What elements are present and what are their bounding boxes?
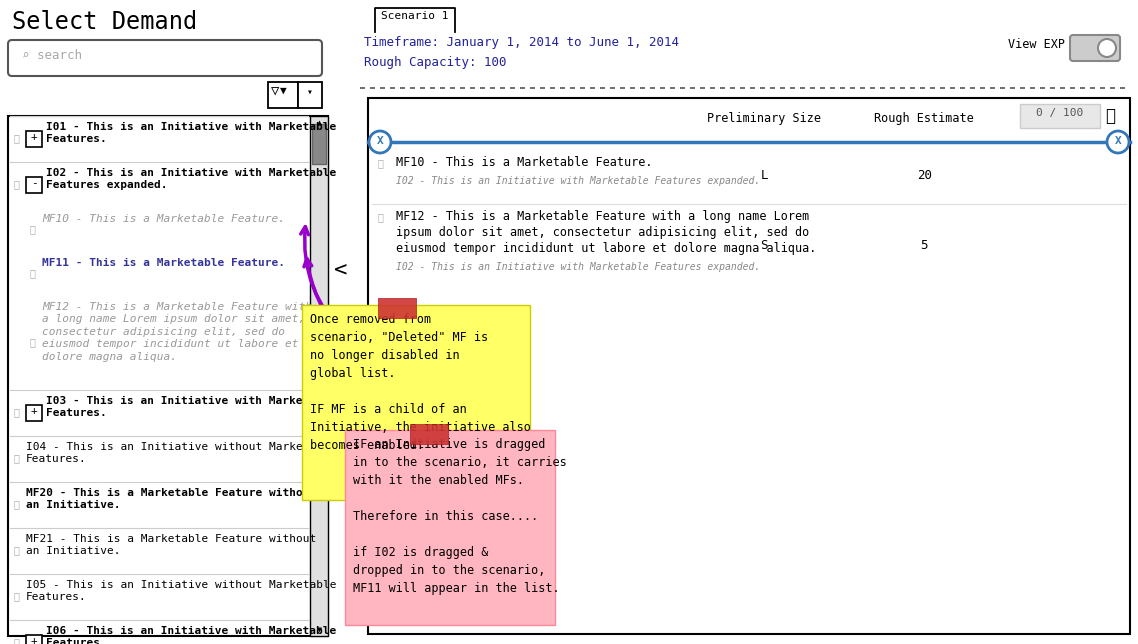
Text: MF12 - This is a Marketable Feature with
a long name Lorem ipsum dolor sit amet,: MF12 - This is a Marketable Feature with…: [42, 302, 312, 361]
Text: I04 - This is an Initiative without Marketable
Features.: I04 - This is an Initiative without Mark…: [26, 442, 337, 464]
FancyBboxPatch shape: [1070, 35, 1120, 61]
Text: MF21 - This is a Marketable Feature without
an Initiative.: MF21 - This is a Marketable Feature with…: [26, 534, 316, 556]
Text: ⏭: ⏭: [1105, 107, 1115, 125]
Text: ⁞: ⁞: [30, 268, 36, 278]
Text: +: +: [31, 636, 38, 644]
Text: MF20 - This is a Marketable Feature without
an Initiative.: MF20 - This is a Marketable Feature with…: [26, 488, 316, 511]
Text: ⁞: ⁞: [30, 224, 36, 234]
Text: ▲: ▲: [316, 118, 322, 127]
Text: I02 - This is an Initiative with Marketable
Features expanded.: I02 - This is an Initiative with Marketa…: [46, 168, 336, 191]
Text: Timeframe: January 1, 2014 to June 1, 2014: Timeframe: January 1, 2014 to June 1, 20…: [364, 36, 679, 49]
Text: I06 - This is an Initiative with Marketable
Features.: I06 - This is an Initiative with Marketa…: [46, 626, 336, 644]
Text: MF11 - This is a Marketable Feature.: MF11 - This is a Marketable Feature.: [42, 258, 284, 268]
Text: MF10 - This is a Marketable Feature.: MF10 - This is a Marketable Feature.: [42, 214, 284, 224]
Bar: [410, 424, 448, 444]
Text: ⌕ search: ⌕ search: [22, 49, 82, 62]
FancyBboxPatch shape: [8, 40, 322, 76]
Text: 0 / 100: 0 / 100: [1037, 108, 1083, 118]
Text: ⁞: ⁞: [378, 212, 384, 222]
Bar: [302, 305, 530, 500]
Text: ⁞: ⁞: [30, 337, 36, 347]
Circle shape: [1098, 39, 1116, 57]
Text: View EXP: View EXP: [1008, 38, 1065, 51]
Bar: [26, 177, 42, 193]
Bar: [1020, 104, 1100, 128]
Bar: [8, 116, 328, 636]
Text: Once removed from
scenario, "Deleted" MF is
no longer disabled in
global list.

: Once removed from scenario, "Deleted" MF…: [310, 313, 530, 452]
Text: ⁞: ⁞: [14, 407, 19, 417]
Text: ⁞: ⁞: [14, 179, 19, 189]
Text: I01 - This is an Initiative with Marketable
Features.: I01 - This is an Initiative with Marketa…: [46, 122, 336, 144]
Text: 5: 5: [921, 239, 927, 252]
Text: ▼: ▼: [280, 86, 287, 96]
Text: ▽: ▽: [271, 85, 279, 99]
Text: MF12 - This is a Marketable Feature with a long name Lorem
ipsum dolor sit amet,: MF12 - This is a Marketable Feature with…: [396, 210, 816, 255]
Text: X: X: [1114, 136, 1121, 146]
Text: 20: 20: [917, 169, 932, 182]
Bar: [26, 131, 42, 147]
Text: I03 - This is an Initiative with Marketable
Features.: I03 - This is an Initiative with Marketa…: [46, 396, 336, 419]
Circle shape: [1107, 131, 1129, 153]
Text: L: L: [760, 169, 768, 182]
Text: ⁞: ⁞: [378, 158, 384, 168]
Bar: [312, 124, 325, 164]
Text: ⁞: ⁞: [14, 545, 19, 555]
Bar: [368, 98, 1130, 634]
Text: ⁞: ⁞: [14, 637, 19, 644]
Text: ⁞: ⁞: [14, 453, 19, 463]
Text: -: -: [31, 178, 38, 188]
Circle shape: [369, 131, 391, 153]
Text: <: <: [335, 260, 348, 280]
Text: ▾: ▾: [307, 87, 313, 97]
Text: MF10 - This is a Marketable Feature.: MF10 - This is a Marketable Feature.: [396, 156, 652, 169]
Text: Preliminary Size: Preliminary Size: [707, 112, 822, 125]
Text: ⁞: ⁞: [14, 591, 19, 601]
Text: +: +: [31, 132, 38, 142]
Bar: [26, 635, 42, 644]
Text: Scenario 1: Scenario 1: [381, 11, 448, 21]
Text: ▼: ▼: [316, 625, 322, 634]
Bar: [298, 82, 322, 108]
Text: Rough Estimate: Rough Estimate: [874, 112, 974, 125]
Text: I02 - This is an Initiative with Marketable Features expanded.: I02 - This is an Initiative with Marketa…: [396, 262, 760, 272]
Text: Rough Capacity: 100: Rough Capacity: 100: [364, 56, 506, 69]
Bar: [378, 298, 417, 318]
Bar: [269, 82, 298, 108]
Text: I05 - This is an Initiative without Marketable
Features.: I05 - This is an Initiative without Mark…: [26, 580, 337, 602]
Text: X: X: [377, 136, 384, 146]
Bar: [26, 405, 42, 421]
Bar: [310, 116, 328, 636]
Bar: [345, 430, 555, 625]
Text: +: +: [31, 406, 38, 416]
Text: IF an Initiative is dragged
in to the scenario, it carries
with it the enabled M: IF an Initiative is dragged in to the sc…: [353, 438, 567, 595]
Text: I02 - This is an Initiative with Marketable Features expanded.: I02 - This is an Initiative with Marketa…: [396, 176, 760, 186]
Text: ⁞: ⁞: [14, 133, 19, 143]
Text: ⁞: ⁞: [14, 499, 19, 509]
Text: S: S: [760, 239, 768, 252]
Text: Select Demand: Select Demand: [13, 10, 197, 34]
